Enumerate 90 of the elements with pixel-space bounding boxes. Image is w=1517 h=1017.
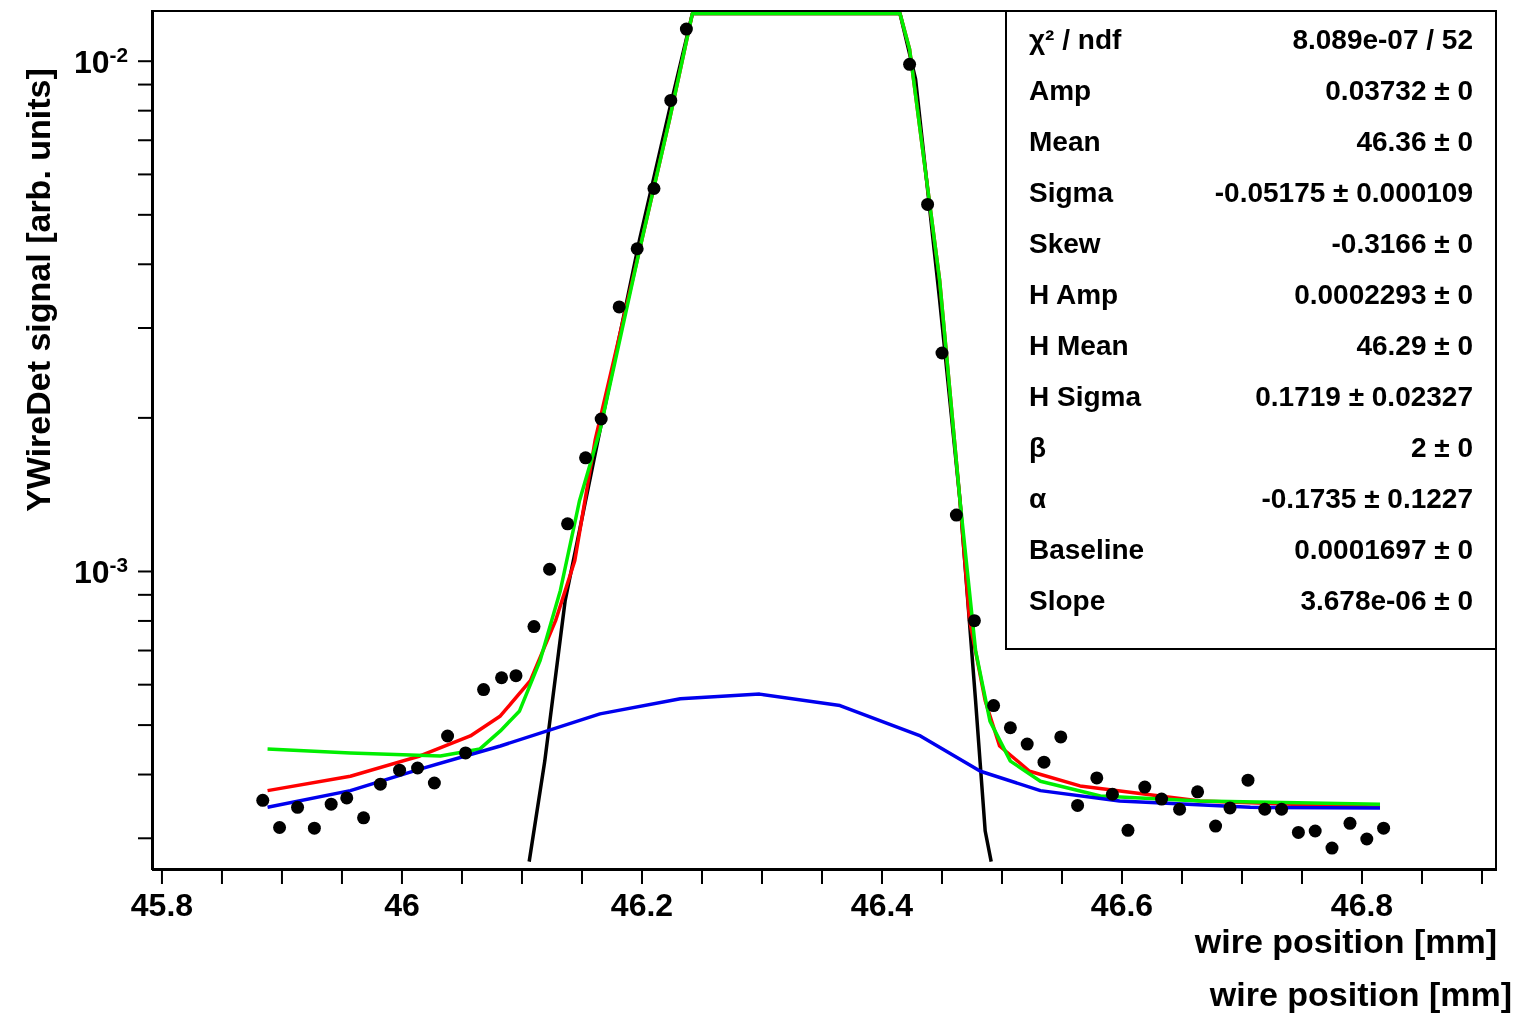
point [1173,802,1187,816]
point [579,451,593,465]
annotation: 8.089e-07 / 52 [1291,24,1473,57]
point [477,683,491,697]
annotation: χ² / ndf [1029,24,1123,57]
x-tick-label: 46.2 [610,887,674,923]
point [1155,792,1169,806]
point [935,346,949,360]
point [495,671,509,685]
annotation: Slope [1029,585,1107,618]
point [411,761,425,775]
point [1071,798,1085,812]
annotation: Baseline [1029,534,1145,567]
point [630,242,644,256]
annotation: H Amp [1029,279,1120,312]
point [987,699,1001,713]
point [393,763,407,777]
annotation: 2 ± 0 [1409,432,1473,465]
point [921,197,935,211]
annotation: α [1029,483,1048,516]
annotation: 0.03732 ± 0 [1324,75,1473,108]
annotation: H Sigma [1029,381,1143,414]
point [291,800,305,814]
y-tick-label: 10$^{-3}$ [73,552,128,591]
point [1308,824,1322,838]
annotation: Mean [1029,126,1102,159]
point [1343,816,1357,830]
point [967,614,981,628]
point [664,93,678,107]
point [1209,819,1223,833]
point [373,777,387,791]
point [1020,737,1034,751]
annotation: 0.0001697 ± 0 [1293,534,1473,567]
y-tick-label: 10$^{-2}$ [73,42,128,81]
point [1360,832,1374,846]
annotation: 0.0002293 ± 0 [1293,279,1473,312]
point [307,821,321,835]
annotation: 0.1719 ± 0.02327 [1254,381,1473,414]
point [594,412,608,426]
point [647,182,661,196]
x-tick-label: 46 [384,887,420,923]
point [1090,771,1104,785]
x-tick-label: 46.8 [1330,887,1394,923]
point [357,811,371,825]
point [561,517,575,531]
point [949,508,963,522]
point [1223,801,1237,815]
x-tick-label: 45.8 [130,887,194,923]
point [256,793,270,807]
point [1191,785,1205,799]
point [1241,773,1255,787]
annotation: -0.3166 ± 0 [1330,228,1473,261]
point [1105,787,1119,801]
point [509,669,523,683]
point [427,776,441,790]
point [1377,821,1391,835]
point [441,729,455,743]
point [1291,825,1305,839]
point [1121,823,1135,837]
point [340,791,354,805]
point [543,562,557,576]
annotation: β [1029,432,1048,465]
annotation: 46.36 ± 0 [1355,126,1473,159]
point [1054,730,1068,744]
point [903,57,917,71]
point [1138,780,1152,794]
annotation: Amp [1029,75,1093,108]
point [1037,755,1051,769]
x-tick-label: 46.6 [1090,887,1154,923]
point [612,300,626,314]
point [679,22,693,36]
annotation: -0.1735 ± 0.1227 [1260,483,1473,516]
point [459,746,473,760]
point [1258,802,1272,816]
point [1325,841,1339,855]
point [273,820,287,834]
annotation: -0.05175 ± 0.000109 [1213,177,1473,210]
point [1003,721,1017,735]
annotation: H Mean [1029,330,1130,363]
text: wire position [mm] [1209,975,1512,1014]
y-axis-title: YWireDet signal [arb. units] [18,68,58,512]
annotation: 3.678e-06 ± 0 [1299,585,1473,618]
x-axis-title: wire position [mm] [1194,922,1497,961]
point [324,797,338,811]
x-tick-label: 46.4 [850,887,914,923]
annotation: Skew [1029,228,1102,261]
point [1275,802,1289,816]
annotation: 46.29 ± 0 [1355,330,1473,363]
point [527,620,541,634]
annotation: Sigma [1029,177,1115,210]
